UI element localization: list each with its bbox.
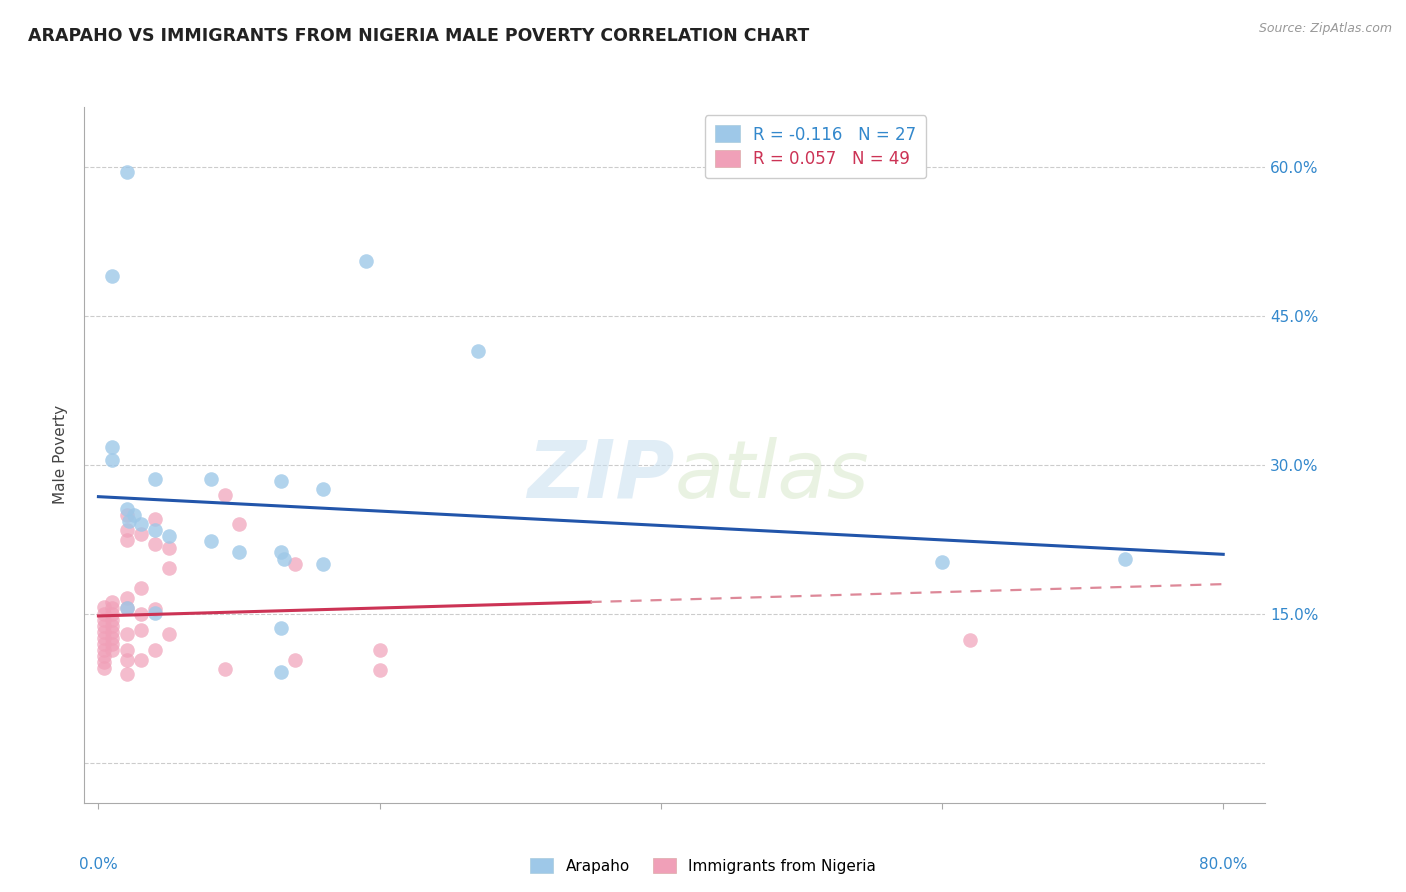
Point [284,558,307,572]
Point [115,666,138,681]
Point [273,552,295,566]
Text: ARAPAHO VS IMMIGRANTS FROM NIGERIA MALE POVERTY CORRELATION CHART: ARAPAHO VS IMMIGRANTS FROM NIGERIA MALE … [28,27,810,45]
Point [143,537,166,551]
Y-axis label: Male Poverty: Male Poverty [53,405,69,505]
Point [368,663,391,677]
Point [93,624,115,639]
Point [101,642,124,657]
Point [200,534,222,549]
Point [93,648,115,663]
Point [93,631,115,645]
Text: atlas: atlas [675,437,870,515]
Point [157,541,180,556]
Point [115,508,138,522]
Point [101,624,124,639]
Point [93,642,115,657]
Point [118,514,141,528]
Point [93,619,115,633]
Point [284,653,307,667]
Point [115,501,138,516]
Point [115,591,138,605]
Point [129,653,152,667]
Point [143,511,166,525]
Legend: Arapaho, Immigrants from Nigeria: Arapaho, Immigrants from Nigeria [524,852,882,880]
Point [312,558,335,572]
Point [143,602,166,616]
Point [115,642,138,657]
Point [270,545,292,559]
Point [129,581,152,595]
Text: Source: ZipAtlas.com: Source: ZipAtlas.com [1258,22,1392,36]
Point [93,655,115,669]
Text: 0.0%: 0.0% [79,857,118,872]
Point [115,533,138,548]
Point [228,545,250,559]
Point [115,524,138,538]
Point [115,601,138,615]
Text: 80.0%: 80.0% [1199,857,1247,872]
Point [101,613,124,627]
Point [214,662,236,676]
Point [129,607,152,621]
Point [157,561,180,575]
Point [143,606,166,620]
Point [143,642,166,657]
Point [115,653,138,667]
Point [101,453,124,467]
Point [122,508,145,522]
Point [931,555,953,569]
Point [101,595,124,609]
Point [270,621,292,635]
Point [101,268,124,283]
Point [93,599,115,614]
Point [129,527,152,541]
Point [143,472,166,486]
Point [959,632,981,647]
Text: ZIP: ZIP [527,437,675,515]
Point [115,627,138,641]
Point [115,601,138,615]
Point [93,637,115,651]
Point [1114,552,1136,566]
Point [270,665,292,679]
Point [467,343,489,358]
Point [200,472,222,486]
Legend: R = -0.116   N = 27, R = 0.057   N = 49: R = -0.116 N = 27, R = 0.057 N = 49 [704,115,927,178]
Point [93,660,115,674]
Point [270,474,292,488]
Point [143,524,166,538]
Point [115,164,138,178]
Point [129,623,152,637]
Point [214,488,236,502]
Point [101,601,124,615]
Point [93,607,115,621]
Point [101,440,124,454]
Point [354,254,377,268]
Point [101,607,124,621]
Point [312,482,335,496]
Point [129,517,152,532]
Point [157,627,180,641]
Point [93,613,115,627]
Point [101,631,124,645]
Point [368,642,391,657]
Point [157,529,180,543]
Point [101,619,124,633]
Point [101,637,124,651]
Point [228,517,250,532]
